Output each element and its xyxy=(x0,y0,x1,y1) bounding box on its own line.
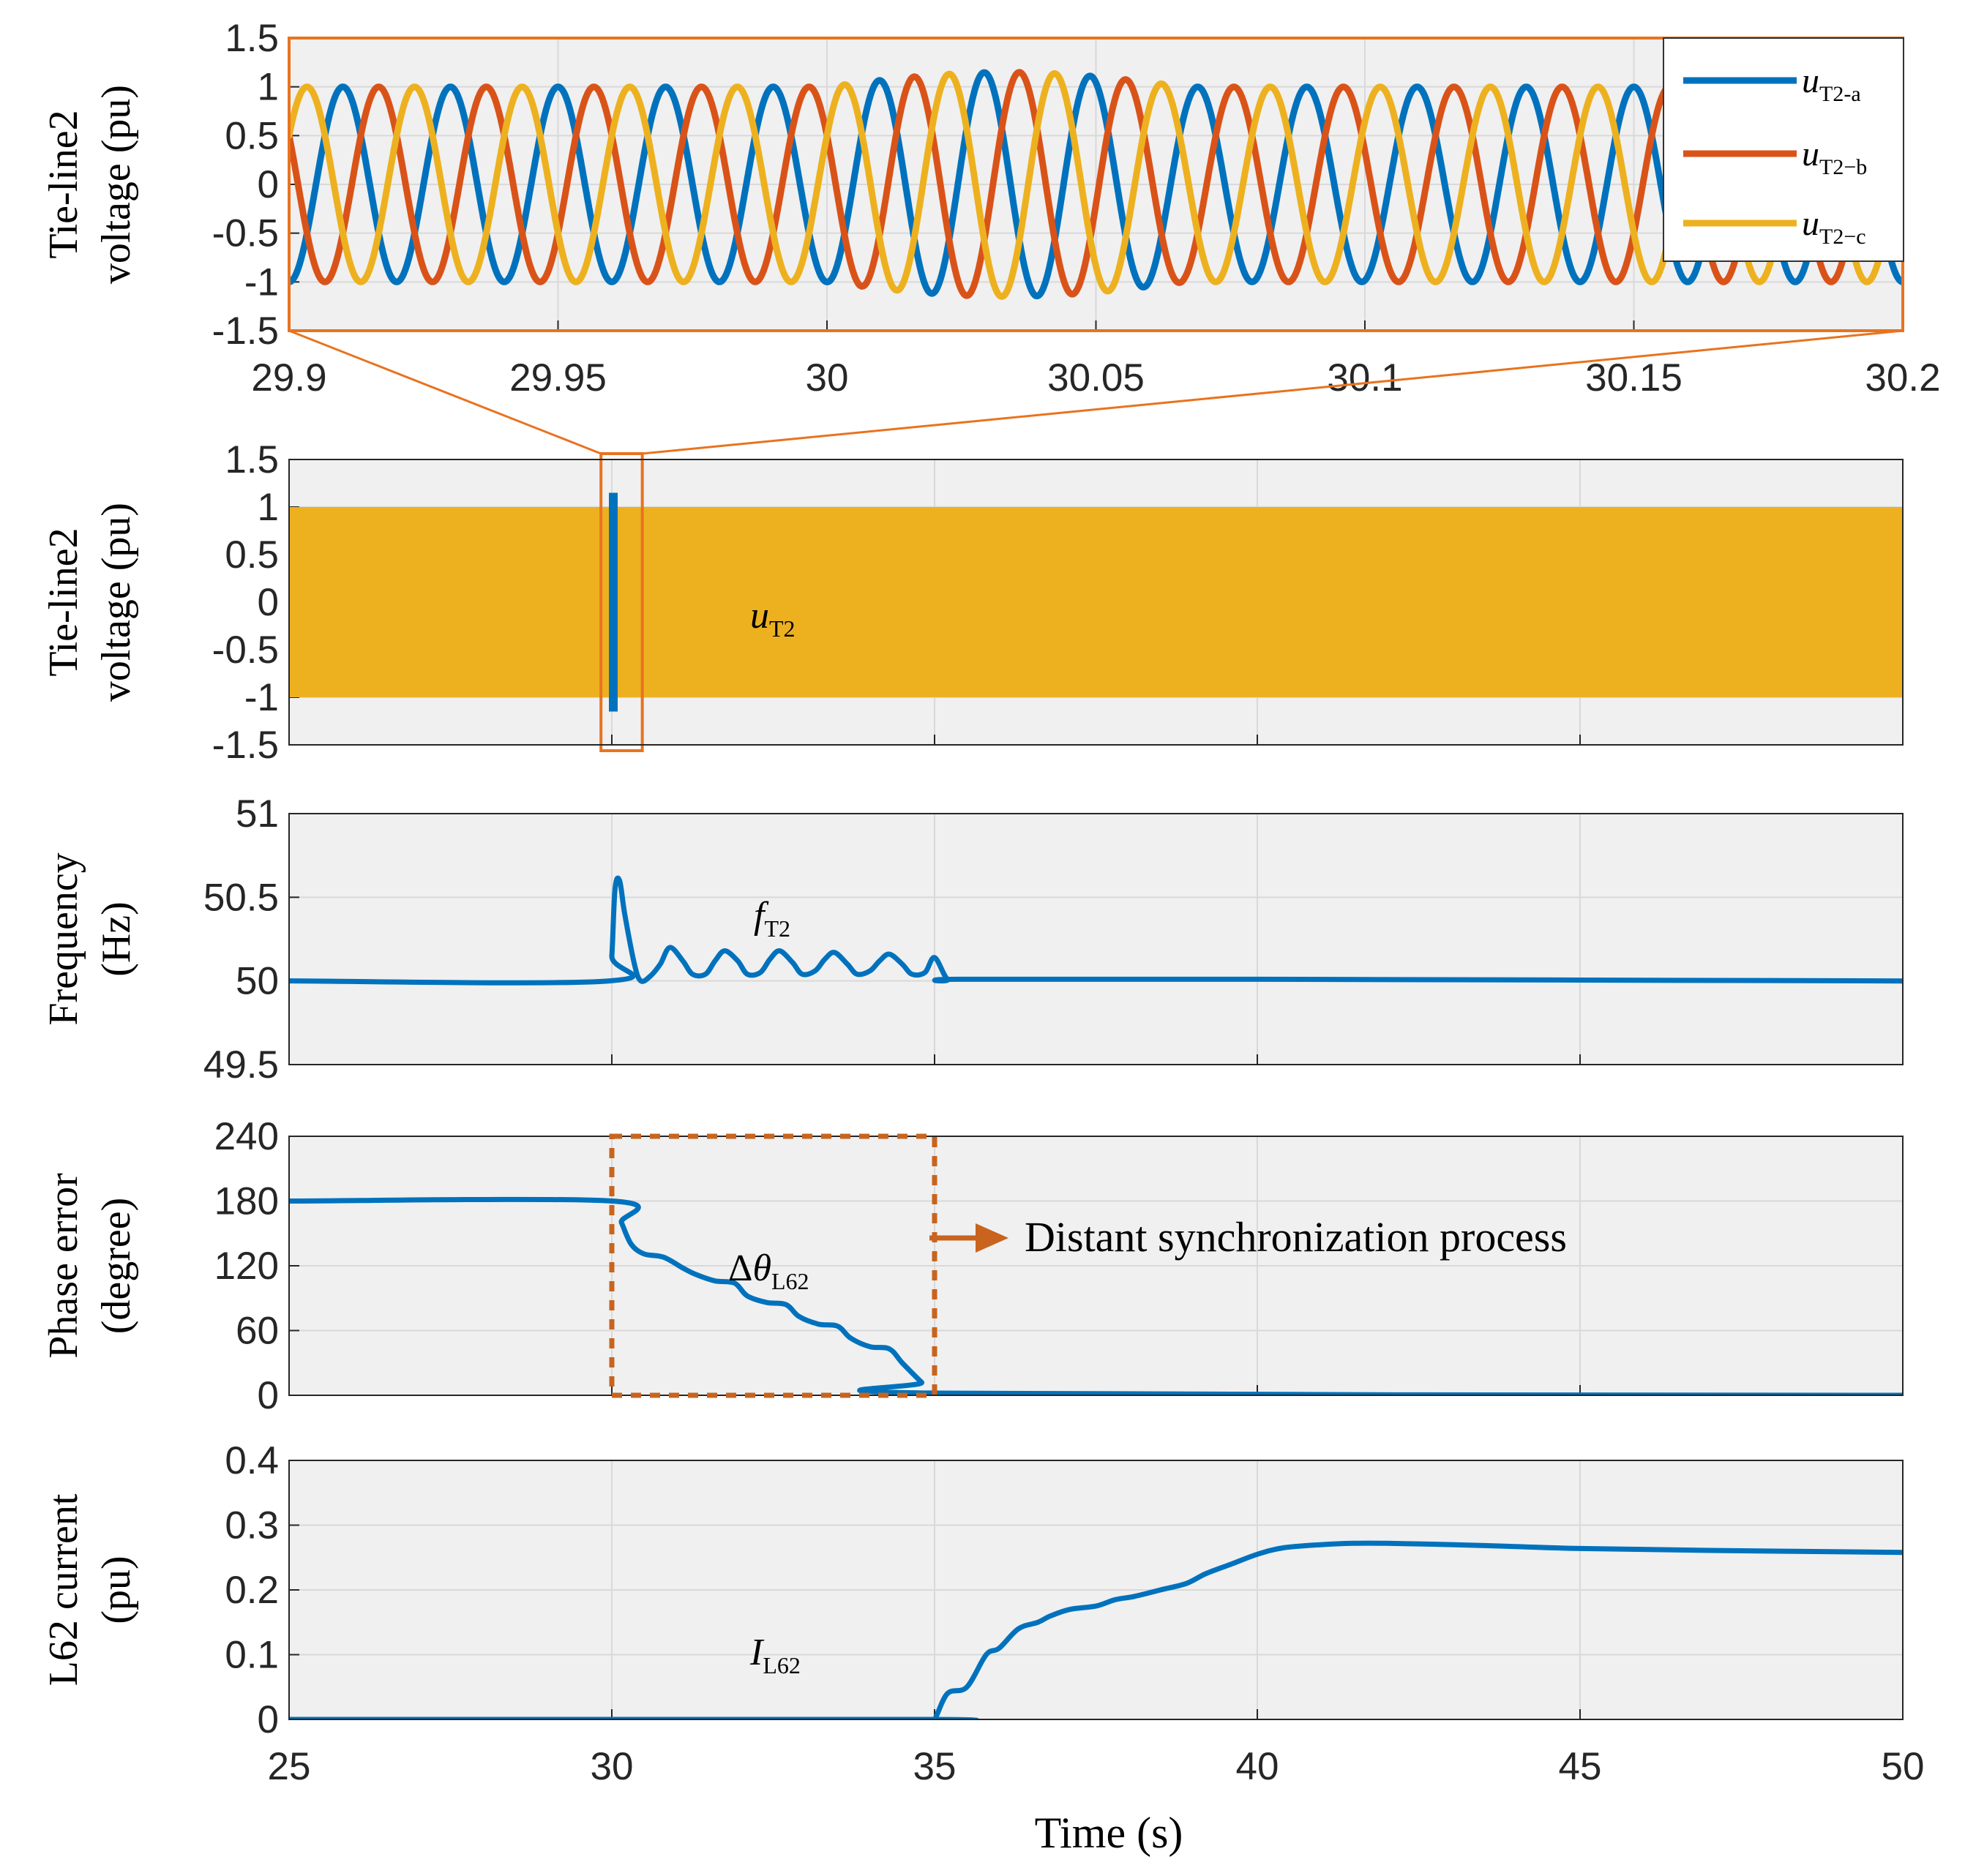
y-tick-label: 0.4 xyxy=(225,1439,279,1482)
y-tick-label: 180 xyxy=(214,1180,279,1223)
y-tick-label: 0.2 xyxy=(225,1569,279,1612)
y-tick-label: -1 xyxy=(244,676,279,719)
plot-frame xyxy=(288,1460,1904,1720)
y-tick-label: -0.5 xyxy=(212,212,279,255)
series-line-uT2-a xyxy=(289,69,1903,300)
annotation-fT2: fT2 xyxy=(754,895,790,942)
y-tick-label: -0.5 xyxy=(212,629,279,672)
y-tick-label: 0.1 xyxy=(225,1634,279,1677)
y-tick-label: 0 xyxy=(258,581,279,624)
y-tick-label: 1 xyxy=(258,486,279,529)
x-axis-label: Time (s) xyxy=(1035,1809,1183,1857)
x-tick-label: 29.9 xyxy=(251,356,326,399)
y-tick-label: 60 xyxy=(236,1310,279,1353)
y-tick-label: 0.5 xyxy=(225,114,279,157)
panel-zoomed-voltage: 1.5 1 0.5 0 -0.5 -1 -1.5 Tie-line2 voltage (pu) 2… xyxy=(41,17,1941,399)
panel-frequency: 51 50.5 50 49.5 Frequency (Hz) xyxy=(41,792,1904,1087)
series-line-delta-theta xyxy=(289,1196,1903,1395)
sync-arrow xyxy=(929,1223,1008,1253)
y-tick-label: -1 xyxy=(244,260,279,304)
y-tick-label: 50.5 xyxy=(203,876,279,919)
zoom-connector xyxy=(288,329,1904,455)
y-tick-label: 0 xyxy=(258,1698,279,1741)
y-axis-label-line1: Tie-line2 xyxy=(41,110,86,258)
y-tick-label: 50 xyxy=(236,960,279,1003)
series-line-fT2 xyxy=(289,875,1903,986)
x-tick-label: 40 xyxy=(1236,1745,1279,1788)
y-axis-label: Tie-line2 voltage (pu) xyxy=(41,503,139,702)
y-tick-label: -1.5 xyxy=(212,309,279,353)
y-tick-label: 1 xyxy=(258,66,279,109)
zoom-window xyxy=(599,452,644,752)
legend-box xyxy=(1663,37,1904,262)
plot-background xyxy=(289,814,1903,1065)
x-tick-label: 30.1 xyxy=(1327,356,1402,399)
y-axis-label-line2: (Hz) xyxy=(94,901,139,977)
x-tick-label: 45 xyxy=(1559,1745,1602,1788)
x-tick-label: 30.15 xyxy=(1585,356,1683,399)
plot-frame xyxy=(288,813,1904,1065)
y-tick-label: 1.5 xyxy=(225,438,279,481)
y-tick-label: 0 xyxy=(258,163,279,206)
annotation-uT2: uT2 xyxy=(750,595,796,642)
y-tick-label: 240 xyxy=(214,1115,279,1158)
y-axis-label: Tie-line2 voltage (pu) xyxy=(41,85,139,284)
annotation-IL62: IL62 xyxy=(749,1632,801,1678)
x-tick-label: 29.95 xyxy=(509,356,607,399)
panel-phase-error: 240 180 120 60 0 Phase error (degree) xyxy=(41,1115,1904,1417)
voltage-envelope xyxy=(289,507,1903,697)
y-axis-label: L62 current (pu) xyxy=(41,1493,139,1686)
y-axis-label-line2: (degree) xyxy=(94,1198,139,1335)
y-tick-label: 0 xyxy=(258,1374,279,1417)
plot-frame xyxy=(288,1136,1904,1396)
legend-label-c: uT2−c xyxy=(1802,204,1866,249)
legend-label-a: uT2-a xyxy=(1802,61,1861,106)
annotation-delta-theta: ΔθL62 xyxy=(728,1247,809,1294)
series-line-uT2-c xyxy=(289,70,1903,300)
y-axis-label-line1: Frequency xyxy=(41,852,86,1025)
y-axis-label-line2: voltage (pu) xyxy=(94,503,139,702)
y-axis-label-line2: voltage (pu) xyxy=(94,85,139,284)
x-tick-label: 25 xyxy=(268,1745,311,1788)
x-tick-label: 35 xyxy=(913,1745,957,1788)
y-tick-label: 51 xyxy=(236,792,279,836)
y-tick-label: -1.5 xyxy=(212,724,279,767)
y-tick-label: 1.5 xyxy=(225,17,279,60)
y-axis-label-line1: Phase error xyxy=(41,1173,86,1359)
y-axis-label: Phase error (degree) xyxy=(41,1173,139,1359)
panel-line-current: 0.4 0.3 0.2 0.1 0 L62 current (pu) 25 30 35 40 45 50 xyxy=(41,1439,1924,1788)
legend-label-b: uT2−b xyxy=(1802,135,1867,179)
x-tick-label: 30 xyxy=(806,356,849,399)
y-axis-label-line1: L62 current xyxy=(41,1493,86,1686)
sync-dashed-box xyxy=(609,1133,937,1398)
y-axis-label: Frequency (Hz) xyxy=(41,852,139,1025)
y-tick-label: 0.3 xyxy=(225,1504,279,1547)
plot-frame xyxy=(288,459,1904,746)
voltage-spike xyxy=(609,492,618,712)
panel-voltage-overview: 1.5 10.50 -0.5-1 -1.5 Tie-line2 voltage (pu) xyxy=(41,438,1904,767)
y-tick-label: 120 xyxy=(214,1245,279,1288)
x-tick-label: 50 xyxy=(1882,1745,1925,1788)
y-axis-label-line2: (pu) xyxy=(94,1556,139,1624)
connector-right xyxy=(642,329,1904,455)
x-tick-label: 30 xyxy=(591,1745,634,1788)
y-axis-label-line1: Tie-line2 xyxy=(41,528,86,676)
x-tick-label: 30.2 xyxy=(1865,356,1940,399)
legend: uT2-a uT2−b uT2−c xyxy=(1663,37,1904,262)
y-tick-label: 49.5 xyxy=(203,1043,279,1087)
series-line-IL62 xyxy=(289,1540,1903,1719)
connector-left xyxy=(288,329,602,455)
x-tick-label: 30.05 xyxy=(1047,356,1145,399)
sync-note: Distant synchronization process xyxy=(1025,1213,1567,1261)
y-tick-label: 0.5 xyxy=(225,533,279,577)
